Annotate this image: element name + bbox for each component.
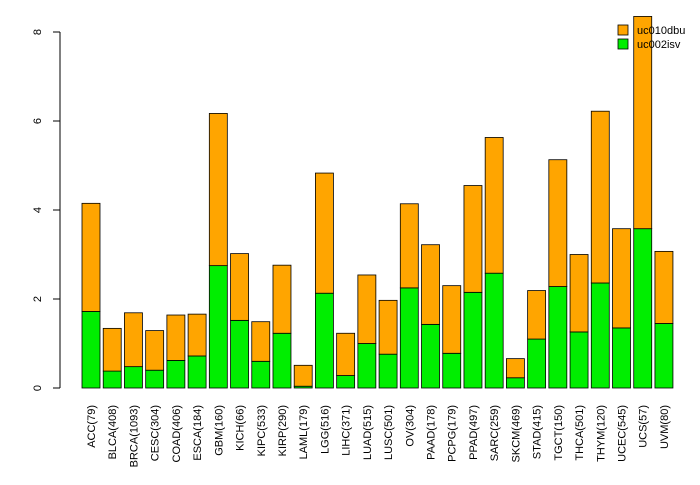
bar-uc010dbu-SARC(259) bbox=[484, 137, 504, 274]
y-tick-label: 2 bbox=[32, 296, 44, 302]
x-axis-labels: ACC(79) BLCA(408) BRCA(1093) CESC(304) COAD(… bbox=[86, 405, 671, 467]
bar-uc002isv-BRCA(1093) bbox=[124, 366, 143, 389]
bar-uc002isv-LIHC(371) bbox=[336, 375, 356, 389]
y-tick-label: 6 bbox=[32, 118, 44, 124]
x-tick-label: PAAD(178) bbox=[426, 405, 438, 460]
x-tick-label: UCEC(545) bbox=[617, 405, 629, 462]
x-tick-label: KIRP(290) bbox=[277, 405, 289, 456]
bar-uc010dbu-THCA(501) bbox=[569, 254, 589, 333]
bar-uc010dbu-LAML(179) bbox=[293, 364, 313, 387]
x-tick-label: LUSC(501) bbox=[383, 405, 395, 460]
x-tick-label: LGG(516) bbox=[319, 405, 331, 454]
bar-uc010dbu-ACC(79) bbox=[81, 202, 101, 312]
x-tick-label: KIPC(533) bbox=[256, 405, 268, 456]
legend-label-uc002isv: uc002isv bbox=[637, 39, 681, 51]
x-tick-label: PPAD(497) bbox=[468, 405, 480, 460]
bar-uc002isv-UCEC(545) bbox=[612, 327, 631, 389]
x-tick-label: CESC(304) bbox=[150, 405, 162, 461]
bar-uc002isv-OV(304) bbox=[399, 287, 419, 389]
x-tick-label: UVM(80) bbox=[659, 405, 671, 449]
bar-uc010dbu-GBM(160) bbox=[208, 113, 228, 267]
bar-uc010dbu-KIRP(290) bbox=[272, 264, 292, 334]
bar-uc002isv-PPAD(497) bbox=[463, 291, 483, 389]
bar-uc010dbu-ESCA(184) bbox=[187, 313, 207, 357]
bar-group bbox=[81, 16, 674, 389]
bar-uc010dbu-STAD(415) bbox=[527, 290, 547, 340]
bar-uc002isv-COAD(406) bbox=[166, 360, 186, 389]
bar-uc002isv-ESCA(184) bbox=[187, 355, 207, 389]
x-tick-label: THYM(120) bbox=[595, 405, 607, 462]
x-tick-label: LAML(179) bbox=[298, 405, 310, 459]
bar-uc002isv-THCA(501) bbox=[569, 331, 589, 389]
bar-uc010dbu-THYM(120) bbox=[590, 110, 610, 284]
bar-uc010dbu-TGCT(150) bbox=[548, 159, 568, 287]
bar-uc010dbu-PPAD(497) bbox=[463, 185, 483, 293]
bar-uc002isv-LUSC(501) bbox=[378, 353, 398, 389]
legend-swatch-uc002isv bbox=[617, 38, 629, 50]
bar-uc002isv-LUAD(515) bbox=[357, 343, 377, 389]
y-tick-label: 4 bbox=[32, 207, 44, 213]
bar-uc010dbu-KICH(66) bbox=[230, 253, 249, 321]
bar-uc002isv-TGCT(150) bbox=[548, 286, 568, 389]
x-tick-label: LIHC(371) bbox=[341, 405, 353, 456]
x-tick-label: UCS(57) bbox=[638, 405, 650, 448]
legend-label-uc010dbu: uc010dbu bbox=[637, 25, 685, 37]
x-tick-label: SARC(259) bbox=[489, 405, 501, 461]
bar-uc010dbu-BRCA(1093) bbox=[124, 312, 143, 368]
bar-uc002isv-THYM(120) bbox=[590, 282, 610, 389]
bar-uc010dbu-UCS(57) bbox=[633, 16, 653, 230]
bar-uc002isv-ACC(79) bbox=[81, 311, 101, 389]
bar-uc002isv-UCS(57) bbox=[633, 228, 653, 389]
bar-uc010dbu-PCPG(179) bbox=[442, 285, 462, 354]
bar-uc010dbu-SKCM(469) bbox=[505, 358, 525, 379]
bar-uc010dbu-OV(304) bbox=[399, 203, 419, 289]
bar-uc010dbu-COAD(406) bbox=[166, 314, 186, 361]
bar-uc010dbu-CESC(304) bbox=[145, 330, 165, 371]
bar-uc002isv-GBM(160) bbox=[208, 265, 228, 389]
bar-uc010dbu-BLCA(408) bbox=[102, 327, 122, 372]
bar-uc002isv-KIRP(290) bbox=[272, 332, 292, 389]
bar-uc002isv-STAD(415) bbox=[527, 338, 547, 389]
bar-uc002isv-UVM(80) bbox=[654, 323, 674, 389]
x-tick-label: ACC(79) bbox=[86, 405, 98, 448]
x-tick-label: THCA(501) bbox=[574, 405, 586, 461]
y-tick-label: 8 bbox=[32, 29, 44, 35]
bar-uc002isv-BLCA(408) bbox=[102, 370, 122, 389]
bar-uc010dbu-LGG(516) bbox=[315, 172, 334, 294]
bar-uc010dbu-LUSC(501) bbox=[378, 299, 398, 355]
y-tick-label: 0 bbox=[32, 385, 44, 391]
x-tick-label: LUAD(515) bbox=[362, 405, 374, 460]
x-tick-label: TGCT(150) bbox=[553, 405, 565, 461]
x-tick-label: KICH(66) bbox=[235, 405, 247, 451]
x-tick-label: STAD(415) bbox=[532, 405, 544, 459]
bar-uc002isv-SKCM(469) bbox=[505, 377, 525, 389]
bar-uc010dbu-PAAD(178) bbox=[421, 244, 440, 325]
x-tick-label: COAD(406) bbox=[171, 405, 183, 462]
bar-uc010dbu-LIHC(371) bbox=[336, 332, 356, 376]
x-tick-label: ESCA(184) bbox=[192, 405, 204, 461]
x-tick-label: PCPG(179) bbox=[447, 405, 459, 462]
x-tick-label: GBM(160) bbox=[213, 405, 225, 456]
y-axis: 0 2 4 6 8 bbox=[32, 29, 61, 391]
bar-uc010dbu-UCEC(545) bbox=[612, 228, 631, 329]
bar-uc010dbu-LUAD(515) bbox=[357, 274, 377, 344]
bar-uc002isv-SARC(259) bbox=[484, 272, 504, 389]
bar-uc002isv-LGG(516) bbox=[315, 292, 334, 389]
x-tick-label: BLCA(408) bbox=[107, 405, 119, 459]
x-tick-label: SKCM(469) bbox=[510, 405, 522, 462]
legend: uc010dbu uc002isv bbox=[617, 24, 685, 51]
legend-swatch-uc010dbu bbox=[617, 24, 629, 36]
bar-uc002isv-PCPG(179) bbox=[442, 352, 462, 389]
x-tick-label: OV(304) bbox=[404, 405, 416, 447]
bar-uc010dbu-UVM(80) bbox=[654, 250, 674, 324]
bar-uc002isv-KICH(66) bbox=[230, 319, 249, 389]
bar-uc002isv-PAAD(178) bbox=[421, 323, 440, 389]
bar-uc002isv-CESC(304) bbox=[145, 369, 165, 389]
bar-uc010dbu-KIPC(533) bbox=[251, 321, 271, 362]
x-tick-label: BRCA(1093) bbox=[128, 405, 140, 467]
bar-uc002isv-KIPC(533) bbox=[251, 360, 271, 389]
